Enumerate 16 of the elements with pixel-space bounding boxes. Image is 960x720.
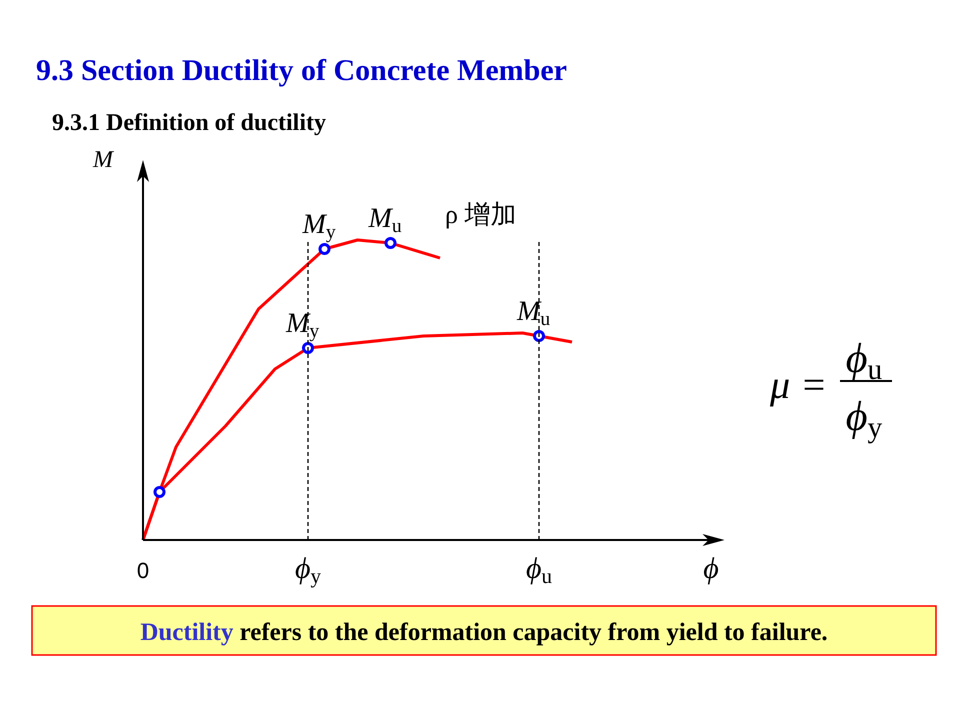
text: M$_{u}$ [368,203,402,237]
text: Ductility refers to the deformation capacity from yield to failure. [140,619,828,646]
annotation: M$_{u}$ [516,296,550,330]
annotation: M$_{y}$ [285,308,320,342]
chart-subtitle: 9.3.1 Definition of ductility [52,110,326,136]
x-tick-label: 0 [136,558,150,583]
text: ρ 增加 [445,200,516,229]
x-tick-label: ϕ$_{y}$ [294,552,322,588]
chart-title: 9.3 Section Ductility of Concrete Member [36,54,567,87]
x-axis-title: ϕ [703,552,719,585]
x-tick-label: ϕ$_{u}$ [526,552,553,588]
y-axis-title: M [92,147,115,173]
annotation: M$_{y}$ [302,209,336,243]
text: ϕ$_{y}$ [846,394,883,444]
text: ϕ$_{u}$ [846,336,883,386]
text: μ = [769,362,828,407]
